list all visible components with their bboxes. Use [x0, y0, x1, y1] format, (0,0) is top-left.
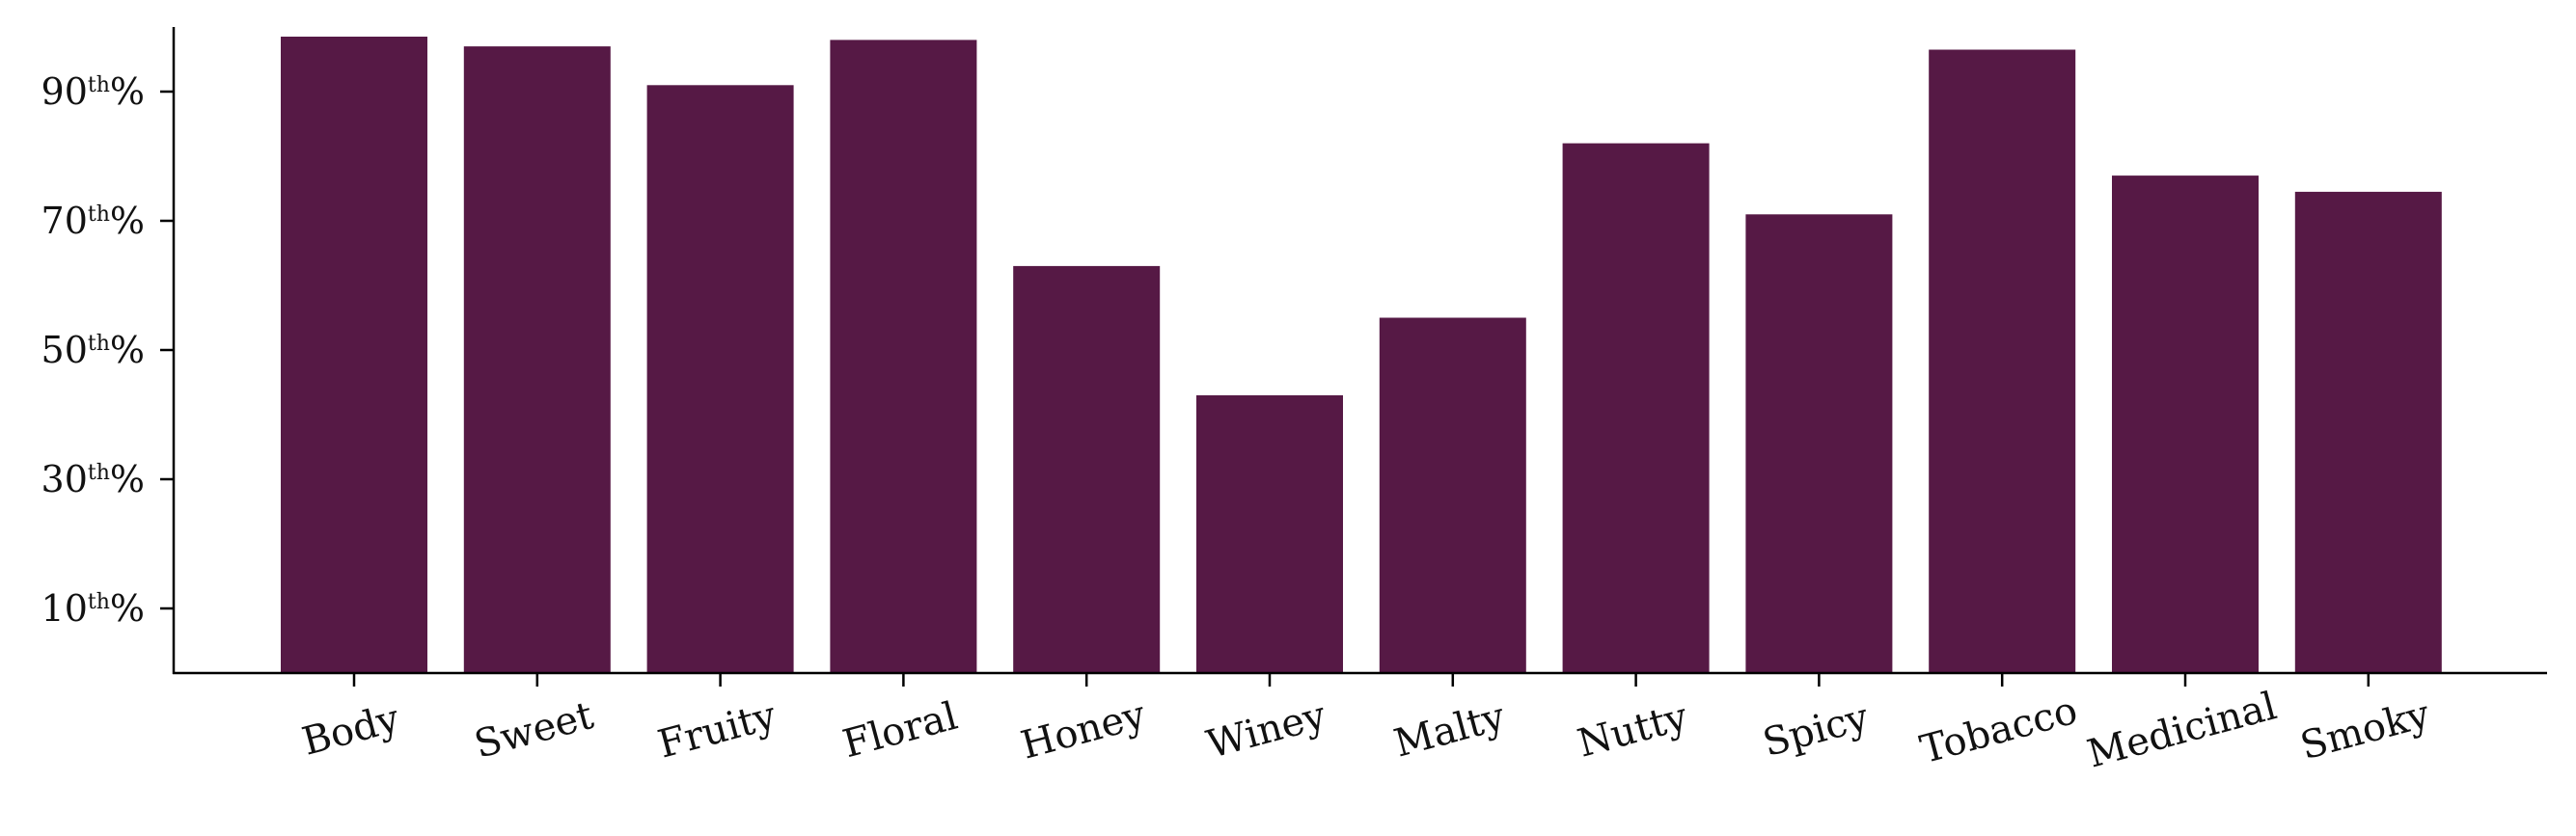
- x-tick-label-medicinal: Medicinal: [2083, 684, 2282, 776]
- bar-honey: [1013, 265, 1161, 673]
- x-axis: Body Sweet Fruity Floral Honey Winey Malty Nutt…: [173, 671, 2547, 777]
- bar-medicinal: [2112, 175, 2259, 674]
- bar-floral: [830, 40, 977, 673]
- bar-fruity: [646, 85, 794, 674]
- x-tick-label-nutty: Nutty: [1573, 694, 1692, 766]
- y-tick-label: 30th%: [41, 458, 145, 500]
- y-tick-label: 50th%: [41, 329, 145, 371]
- x-tick-label-spicy: Spicy: [1759, 695, 1874, 766]
- bar-body: [281, 37, 427, 673]
- y-tick-label: 70th%: [41, 200, 145, 242]
- bar-tobacco: [1929, 49, 2076, 673]
- x-tick-label-winey: Winey: [1202, 693, 1330, 768]
- x-tick-label-floral: Floral: [838, 694, 962, 768]
- bar-smoky: [2294, 191, 2442, 673]
- y-tick-label: 10th%: [41, 587, 145, 630]
- bar-nutty: [1562, 143, 1710, 674]
- y-axis: 10th% 30th% 50th% 70th% 90th%: [41, 27, 176, 674]
- bar-winey: [1196, 394, 1343, 673]
- x-tick-label-malty: Malty: [1389, 694, 1510, 767]
- bars-group: [281, 37, 2442, 674]
- bar-malty: [1379, 317, 1526, 673]
- bar-spicy: [1745, 214, 1893, 674]
- x-tick-label-sweet: Sweet: [470, 693, 598, 768]
- x-tick-label-smoky: Smoky: [2296, 691, 2435, 769]
- x-tick-label-honey: Honey: [1017, 692, 1151, 768]
- y-tick-label: 90th%: [41, 70, 145, 113]
- bar-sweet: [463, 46, 611, 674]
- x-tick-label-tobacco: Tobacco: [1916, 688, 2082, 772]
- x-tick-label-fruity: Fruity: [653, 693, 781, 768]
- x-tick-label-body: Body: [298, 696, 405, 765]
